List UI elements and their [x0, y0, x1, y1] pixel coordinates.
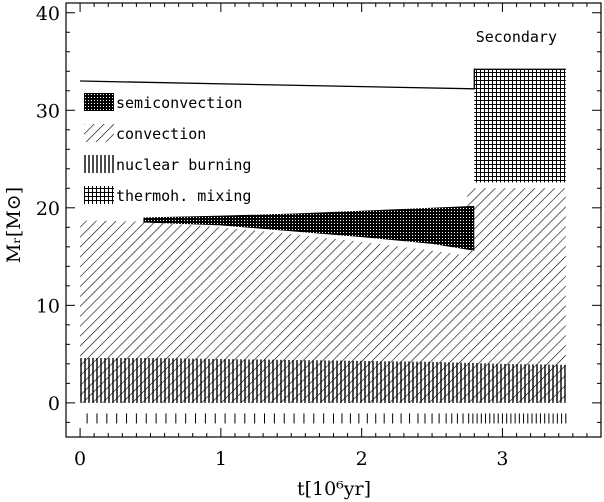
x-axis-title: t[10⁶yr]	[297, 478, 371, 500]
legend-label-thermoh-mixing: thermoh. mixing	[116, 187, 251, 205]
legend-label-convection: convection	[116, 125, 206, 143]
x-tick-label: 0	[74, 448, 86, 470]
legend-swatch-nuclear-burning	[84, 155, 114, 173]
legend-label-nuclear-burning: nuclear burning	[116, 156, 251, 174]
region-convection-core	[80, 220, 468, 403]
region-convection-secondary	[467, 188, 566, 403]
legend-label-semiconvection: semiconvection	[116, 94, 242, 112]
legend: semiconvection convection nuclear burnin…	[84, 93, 251, 205]
legend-swatch-thermoh-mixing	[84, 186, 114, 204]
x-tick-label: 1	[215, 448, 227, 470]
annotation-secondary: Secondary	[476, 28, 557, 46]
region-semiconvection-shell	[143, 205, 475, 251]
y-tick-label: 10	[36, 295, 60, 317]
legend-swatch-convection	[84, 124, 114, 142]
x-tick-label: 3	[496, 448, 508, 470]
y-tick-label: 20	[36, 198, 60, 220]
y-axis-title: Mᵣ[M⊙]	[3, 187, 25, 263]
series-total-mass-line	[80, 68, 566, 90]
region-thermoh-mixing-envelope	[474, 69, 566, 183]
plot-area	[80, 68, 567, 424]
legend-swatch-semiconvection	[84, 93, 114, 111]
y-tick-label: 0	[48, 393, 60, 415]
x-tick-label: 2	[356, 448, 368, 470]
y-tick-label: 40	[36, 3, 60, 25]
y-tick-label: 30	[36, 100, 60, 122]
region-nuclear-burning-core	[80, 358, 566, 403]
